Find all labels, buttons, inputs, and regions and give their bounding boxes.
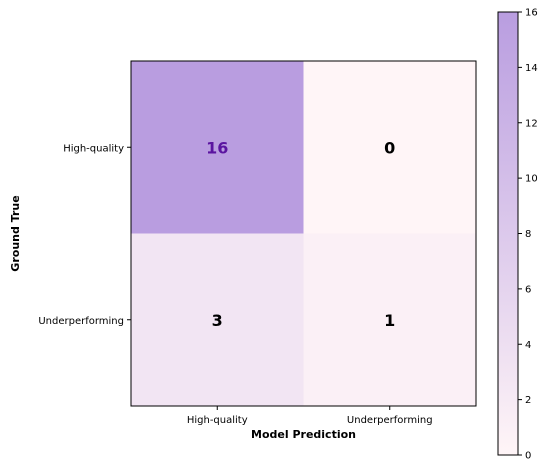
y-tick-label: Underperforming <box>38 316 124 327</box>
heatmap-cell <box>303 61 476 234</box>
cell-value-label: 16 <box>206 138 228 157</box>
cell-value-label: 1 <box>384 311 395 330</box>
y-axis-ticks: High-quality Underperforming <box>38 143 131 327</box>
x-axis-ticks: High-quality Underperforming <box>187 406 433 426</box>
colorbar-ticks: 0 2 4 6 8 10 12 14 16 <box>518 8 538 462</box>
colorbar-tick-label: 14 <box>525 63 538 74</box>
cell-value-label: 3 <box>212 311 223 330</box>
y-tick-label: High-quality <box>63 143 124 154</box>
colorbar-tick-label: 2 <box>525 395 531 406</box>
colorbar <box>497 11 519 456</box>
heatmap-cell <box>131 233 304 406</box>
colorbar-tick-label: 10 <box>525 174 538 185</box>
colorbar-tick-label: 12 <box>525 118 538 129</box>
heatmap-cell <box>131 61 304 234</box>
colorbar-tick-label: 4 <box>525 340 531 351</box>
x-axis-label: Model Prediction <box>251 428 356 441</box>
heatmap-cells <box>131 61 476 406</box>
colorbar-tick-label: 8 <box>525 229 531 240</box>
plot-frame <box>130 60 477 407</box>
cell-value-label: 0 <box>384 138 395 157</box>
heatmap-cell <box>303 233 476 406</box>
x-tick-label: Underperforming <box>347 415 433 426</box>
cell-value-labels: 16 0 3 1 <box>206 138 395 330</box>
x-tick-label: High-quality <box>187 415 248 426</box>
colorbar-tick-label: 0 <box>525 451 531 462</box>
colorbar-tick-label: 16 <box>525 8 538 19</box>
colorbar-tick-label: 6 <box>525 284 531 295</box>
y-axis-label: Ground True <box>9 195 22 271</box>
